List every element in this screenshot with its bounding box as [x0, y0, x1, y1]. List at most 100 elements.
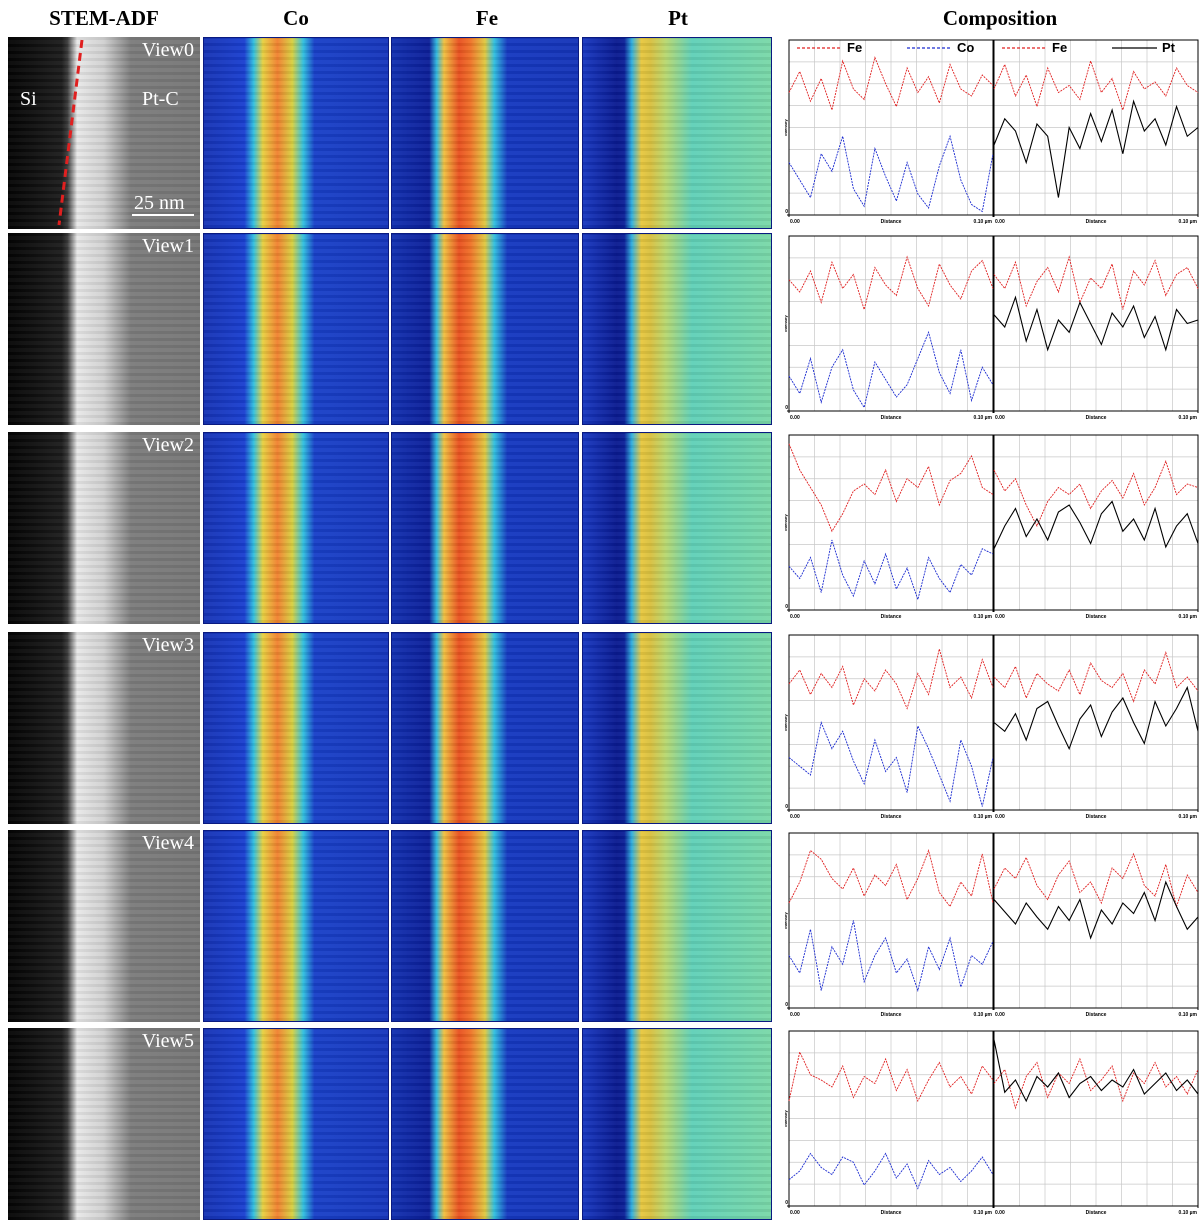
legend-label: Co	[957, 40, 974, 55]
y-tick-label: 0	[785, 209, 788, 215]
series-line	[993, 880, 1199, 940]
x-tick-label: 0.10 µm	[1179, 614, 1198, 620]
plot-frame	[993, 434, 1199, 611]
column-title: Pt	[668, 6, 688, 30]
view-label: View1	[141, 235, 194, 257]
column-title: Composition	[942, 6, 1058, 30]
column-title: STEM-ADF	[49, 6, 159, 30]
scale-bar	[132, 214, 194, 216]
x-tick-label: 0.00	[995, 219, 1005, 225]
x-tick-label: 0.10 µm	[1179, 814, 1198, 820]
texture	[392, 234, 578, 424]
x-tick-label: 0.00	[995, 415, 1005, 421]
y-axis-label: Intensity	[785, 912, 788, 929]
x-tick-label: 0.00	[790, 614, 800, 620]
x-tick-label: 0.00	[790, 1210, 800, 1216]
x-axis-label: Distance	[1086, 219, 1107, 225]
x-tick-label: 0.00	[790, 219, 800, 225]
x-axis-label: Distance	[881, 814, 902, 820]
x-axis-label: Distance	[1086, 1012, 1107, 1018]
texture	[8, 233, 200, 425]
texture	[392, 38, 578, 228]
texture	[583, 633, 771, 823]
series-line	[993, 500, 1199, 549]
eds-map	[391, 233, 579, 425]
x-axis-label: Distance	[881, 415, 902, 421]
x-tick-label: 0.00	[995, 814, 1005, 820]
x-tick-label: 0.10 µm	[1179, 1012, 1198, 1018]
series-line	[993, 852, 1199, 909]
texture	[583, 831, 771, 1021]
y-axis-label: Intensity	[785, 1110, 788, 1127]
texture	[392, 433, 578, 623]
x-axis-label: Distance	[881, 219, 902, 225]
annotation: Si	[20, 88, 37, 110]
x-tick-label: 0.00	[995, 1210, 1005, 1216]
texture	[204, 633, 388, 823]
stem-image: View0	[8, 37, 200, 229]
plot-frame	[993, 832, 1199, 1009]
y-tick-label: 0	[785, 604, 788, 610]
texture	[204, 831, 388, 1021]
x-axis-label: Distance	[881, 1210, 902, 1216]
plot-frame	[788, 434, 994, 611]
texture	[8, 432, 200, 624]
eds-map	[203, 37, 389, 229]
annotation: Pt-C	[142, 88, 179, 110]
x-axis-label: Distance	[1086, 415, 1107, 421]
view-label: View3	[141, 634, 194, 656]
eds-map	[582, 233, 772, 425]
legend-label: Pt	[1162, 40, 1176, 55]
legend-label: Fe	[847, 40, 862, 55]
stem-image: View2	[8, 432, 200, 624]
view-label: View2	[141, 434, 194, 456]
stem-image: View5	[8, 1028, 200, 1220]
eds-map	[582, 432, 772, 624]
eds-map	[582, 830, 772, 1022]
texture	[204, 38, 388, 228]
y-axis-label: Intensity	[785, 514, 788, 531]
series-line	[993, 295, 1199, 352]
x-tick-label: 0.00	[995, 1012, 1005, 1018]
view-label: View5	[141, 1030, 194, 1052]
series-line	[788, 56, 994, 112]
eds-map	[582, 37, 772, 229]
series-line	[788, 330, 994, 409]
y-axis-label: Intensity	[785, 315, 788, 332]
series-line	[993, 1057, 1199, 1110]
series-line	[788, 720, 994, 807]
plot-frame	[788, 634, 994, 811]
eds-map	[391, 632, 579, 824]
series-line	[788, 648, 994, 710]
texture	[583, 433, 771, 623]
series-line	[993, 1039, 1199, 1103]
texture	[583, 38, 771, 228]
eds-map	[203, 432, 389, 624]
stem-image: View4	[8, 830, 200, 1022]
series-line	[993, 59, 1199, 112]
x-axis-label: Distance	[881, 614, 902, 620]
series-line	[788, 849, 994, 908]
x-axis-label: Distance	[1086, 1210, 1107, 1216]
eds-map	[391, 37, 579, 229]
texture	[204, 1029, 388, 1219]
x-tick-label: 0.10 µm	[1179, 219, 1198, 225]
x-tick-label: 0.00	[995, 614, 1005, 620]
texture	[583, 234, 771, 424]
plot-frame	[788, 1030, 994, 1207]
texture	[204, 234, 388, 424]
series-line	[788, 539, 994, 602]
series-line	[788, 255, 994, 312]
eds-map	[582, 1028, 772, 1220]
texture	[583, 1029, 771, 1219]
series-line	[788, 443, 994, 533]
stem-image: View1	[8, 233, 200, 425]
eds-map	[391, 1028, 579, 1220]
y-axis-label: Intensity	[785, 119, 788, 136]
stem-image: View3	[8, 632, 200, 824]
